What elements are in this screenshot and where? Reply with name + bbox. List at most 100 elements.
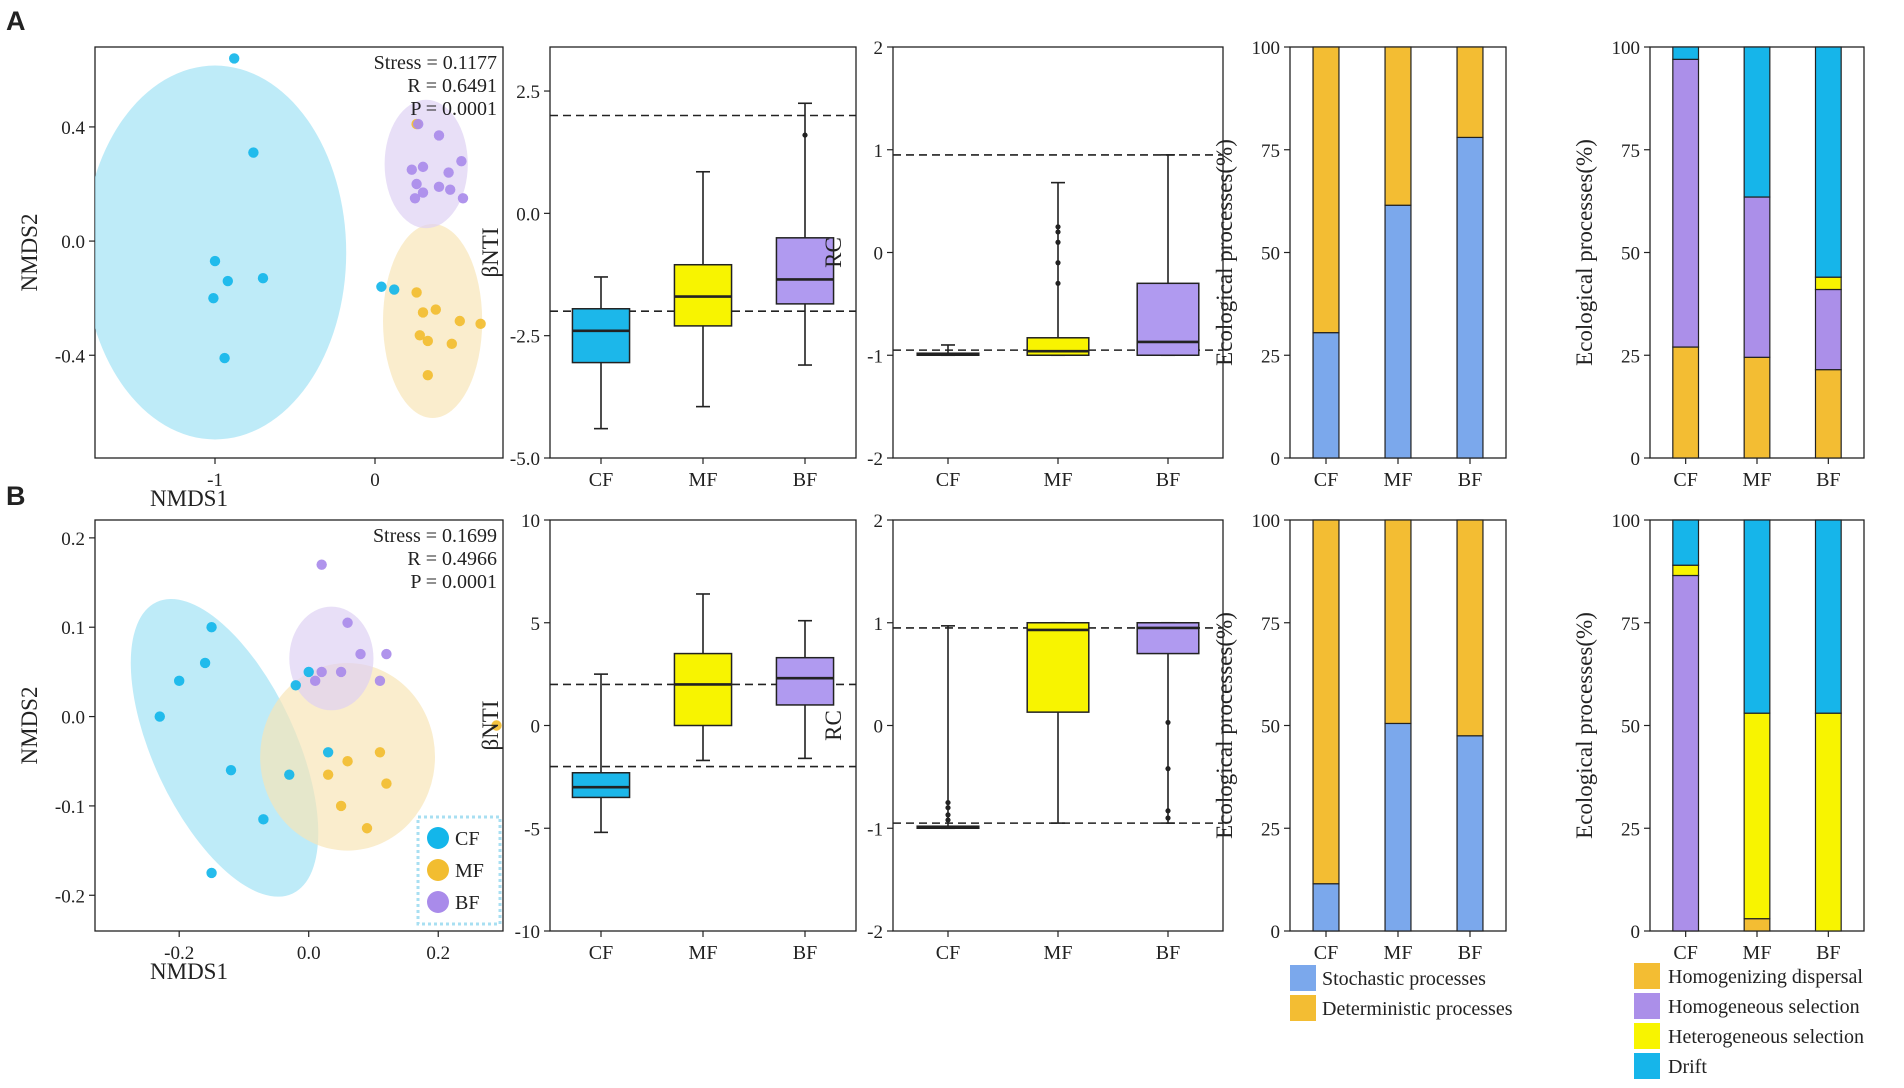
legend-label-mf: MF <box>455 860 484 882</box>
outlier-point <box>945 812 951 818</box>
ellipse-cf <box>130 599 319 897</box>
point-bf <box>456 155 467 167</box>
bar-segment-deterministic <box>1456 46 1484 139</box>
bar-segment-homogenizing <box>1814 369 1842 459</box>
ellipse-mf <box>383 223 483 419</box>
point-cf <box>322 747 334 758</box>
outlier-point <box>1165 719 1171 726</box>
point-mf <box>422 370 433 381</box>
bar-segment-stochastic <box>1312 332 1340 459</box>
x-tick-label: CF <box>1673 942 1697 964</box>
point-bf <box>411 178 422 190</box>
outlier-point <box>1055 224 1061 230</box>
bar-segment-deterministic <box>1384 46 1412 206</box>
y-axis-label: βNTI <box>478 700 503 750</box>
bar-segment-homogeneous <box>1743 196 1771 358</box>
y-tick-label: -2 <box>867 449 883 470</box>
y-tick-label: 100 <box>1252 511 1281 532</box>
point-bf <box>413 118 424 130</box>
bar-segment-drift <box>1814 519 1842 714</box>
y-axis-label: Ecological processes(%) <box>1572 139 1597 366</box>
x-tick-label: CF <box>1314 469 1338 491</box>
point-cf <box>258 814 269 825</box>
y-tick-label: 25 <box>1621 819 1640 840</box>
y-tick-label: 75 <box>1621 614 1640 635</box>
bar-segment-stochastic <box>1384 722 1412 932</box>
point-cf <box>173 675 185 687</box>
x-tick-label: MF <box>1044 469 1073 491</box>
outlier-point <box>1165 766 1171 772</box>
chart-A_components: 0 25 50 75 100 Ecological processes(%) CF MF BF <box>1572 38 1865 491</box>
y-tick-label: 0.2 <box>61 529 85 550</box>
point-bf <box>417 161 429 173</box>
chart-B_rc: -2 -1 0 1 2 RC CF MF BF <box>821 511 1224 964</box>
outlier-point <box>945 805 951 811</box>
stat-text: Stress = 0.1699 <box>373 525 497 547</box>
point-cf <box>208 292 219 304</box>
point-bf <box>374 675 386 687</box>
y-tick-label: 25 <box>1261 346 1280 367</box>
y-tick-label: 50 <box>1621 244 1640 265</box>
x-tick-label: CF <box>936 469 960 491</box>
point-bf <box>316 666 327 678</box>
y-tick-label: 75 <box>1261 141 1280 162</box>
y-axis-label: βNTI <box>478 227 503 277</box>
chart-B_bnti: -10 -5 0 5 10 βNTI CF MF BF <box>478 511 857 964</box>
y-tick-label: 0 <box>1631 922 1641 943</box>
y-tick-label: 100 <box>1612 38 1641 59</box>
y-tick-label: 0.0 <box>61 708 85 729</box>
y-tick-label: -1 <box>867 346 883 367</box>
bar-segment-drift <box>1743 46 1771 198</box>
point-cf <box>199 657 211 669</box>
chart-B_components: 0 25 50 75 100 Ecological processes(%) CF MF BF <box>1572 511 1865 964</box>
y-axis-label: RC <box>821 710 846 741</box>
bar-segment-stochastic <box>1384 204 1412 459</box>
chart-A_bnti: -5.0 -2.5 0.0 2.5 βNTI CF MF BF <box>478 46 857 491</box>
point-bf <box>445 184 456 195</box>
point-cf <box>303 666 314 678</box>
stat-text: P = 0.0001 <box>410 98 497 120</box>
y-tick-label: -10 <box>515 922 540 943</box>
y-tick-label: 1 <box>874 614 884 635</box>
y-tick-label: 0 <box>531 717 541 738</box>
point-mf <box>454 315 465 327</box>
x-tick-label: BF <box>1458 469 1482 491</box>
point-bf <box>316 559 327 570</box>
y-tick-label: -5.0 <box>510 449 540 470</box>
legend-swatch-homogenizing <box>1634 963 1660 989</box>
ellipse-layer <box>130 599 436 897</box>
point-mf <box>417 307 429 318</box>
legend-swatch-heterogeneous <box>1634 1023 1660 1049</box>
point-mf <box>414 330 425 341</box>
stat-text: Stress = 0.1177 <box>374 52 497 74</box>
legend-label-deterministic: Deterministic processes <box>1322 998 1513 1020</box>
x-tick-label: MF <box>1743 942 1772 964</box>
chart-B_processes: 0 25 50 75 100 Ecological processes(%) CF MF BF <box>1212 511 1507 964</box>
y-tick-label: 0.1 <box>61 618 85 639</box>
legend-swatch-drift <box>1634 1053 1660 1079</box>
y-axis-label: RC <box>821 237 846 268</box>
outlier-point <box>1165 808 1171 814</box>
point-cf <box>206 622 217 633</box>
y-tick-label: 50 <box>1261 244 1280 265</box>
point-mf <box>361 823 373 834</box>
chart-A_nmds: -0.4 0.0 0.4 NMDS2 -1 0 NMDS1 Stress = 0.1177R … <box>17 46 504 511</box>
panel-label-a: A <box>6 6 26 36</box>
y-tick-label: 25 <box>1261 819 1280 840</box>
bar-segment-deterministic <box>1312 46 1340 334</box>
y-tick-label: -2.5 <box>510 327 540 348</box>
y-tick-label: 10 <box>521 511 540 532</box>
y-tick-label: 0 <box>1631 449 1641 470</box>
bar-segment-drift <box>1814 46 1842 278</box>
point-cf <box>154 711 165 722</box>
y-tick-label: -1 <box>867 819 883 840</box>
y-tick-label: 0 <box>1271 922 1281 943</box>
point-bf <box>443 167 454 178</box>
y-axis-label: NMDS2 <box>17 687 42 765</box>
stat-text: R = 0.6491 <box>407 75 497 97</box>
ellipse-bf <box>289 606 374 711</box>
x-axis-label: NMDS1 <box>150 486 228 511</box>
y-tick-label: 0 <box>874 717 884 738</box>
legend-label-bf: BF <box>455 892 479 914</box>
